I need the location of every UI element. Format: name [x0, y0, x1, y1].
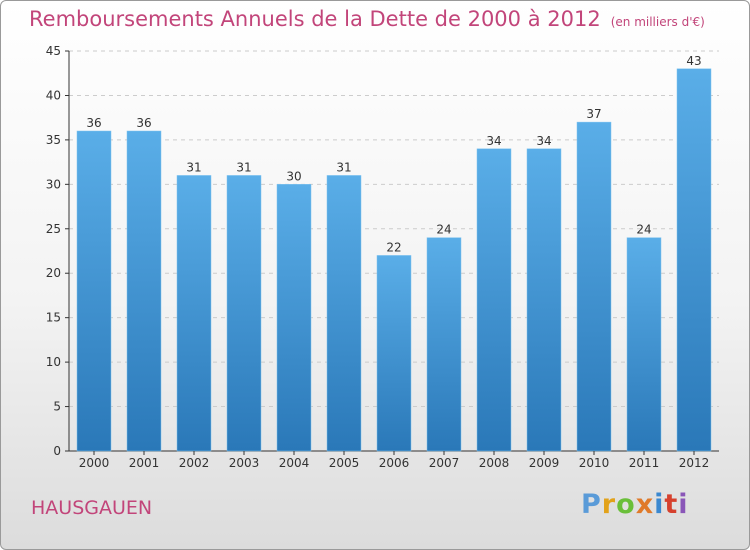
y-tick-label: 5: [53, 400, 61, 414]
data-label: 31: [186, 160, 201, 174]
y-tick-label: 45: [46, 44, 61, 58]
logo-letter: i: [678, 489, 689, 520]
chart-unit: (en milliers d'€): [610, 15, 705, 29]
y-tick-label: 20: [46, 266, 61, 280]
data-label: 43: [686, 54, 701, 68]
data-label: 31: [336, 160, 351, 174]
bar: [676, 68, 712, 452]
x-tick-label: 2002: [179, 456, 210, 470]
x-tick-label: 2012: [679, 456, 710, 470]
logo-letter: t: [664, 489, 679, 520]
x-tick-label: 2003: [229, 456, 260, 470]
y-tick-label: 30: [46, 177, 61, 191]
x-tick-label: 2000: [79, 456, 110, 470]
data-label: 31: [236, 160, 251, 174]
y-tick-label: 40: [46, 88, 61, 102]
bar: [76, 130, 112, 452]
x-tick-label: 2008: [479, 456, 510, 470]
data-label: 22: [386, 240, 401, 254]
logo-letter: r: [601, 489, 617, 520]
logo-letter: i: [654, 489, 665, 520]
commune-name: HAUSGAUEN: [31, 497, 153, 519]
data-label: 36: [86, 116, 101, 130]
bar: [176, 175, 212, 452]
bar: [526, 148, 562, 452]
y-tick-label: 10: [46, 355, 61, 369]
y-tick-label: 35: [46, 133, 61, 147]
y-tick-label: 15: [46, 311, 61, 325]
y-tick-label: 0: [53, 444, 61, 458]
data-label: 34: [486, 134, 501, 148]
x-tick-label: 2005: [329, 456, 360, 470]
data-label: 30: [286, 169, 301, 183]
data-label: 24: [436, 223, 451, 237]
bar: [626, 237, 662, 452]
x-tick-label: 2009: [529, 456, 560, 470]
x-tick-label: 2001: [129, 456, 160, 470]
bar: [476, 148, 512, 452]
logo-letter: x: [635, 489, 655, 520]
chart-title-text: Remboursements Annuels de la Dette de 20…: [29, 7, 601, 31]
data-label: 34: [536, 134, 551, 148]
data-label: 24: [636, 223, 651, 237]
x-tick-label: 2007: [429, 456, 460, 470]
bar: [226, 175, 262, 452]
bar: [576, 121, 612, 452]
y-tick-label: 25: [46, 222, 61, 236]
bar: [426, 237, 462, 452]
bar: [376, 255, 412, 452]
x-tick-label: 2010: [579, 456, 610, 470]
proxiti-logo: Proxiti: [581, 489, 689, 520]
chart-title: Remboursements Annuels de la Dette de 20…: [29, 7, 705, 31]
bar: [326, 175, 362, 452]
bar: [126, 130, 162, 452]
x-tick-label: 2011: [629, 456, 660, 470]
logo-letter: P: [581, 489, 602, 520]
x-tick-label: 2006: [379, 456, 410, 470]
data-label: 37: [586, 107, 601, 121]
data-label: 36: [136, 116, 151, 130]
bar: [276, 184, 312, 452]
logo-letter: o: [616, 489, 636, 520]
x-tick-label: 2004: [279, 456, 310, 470]
